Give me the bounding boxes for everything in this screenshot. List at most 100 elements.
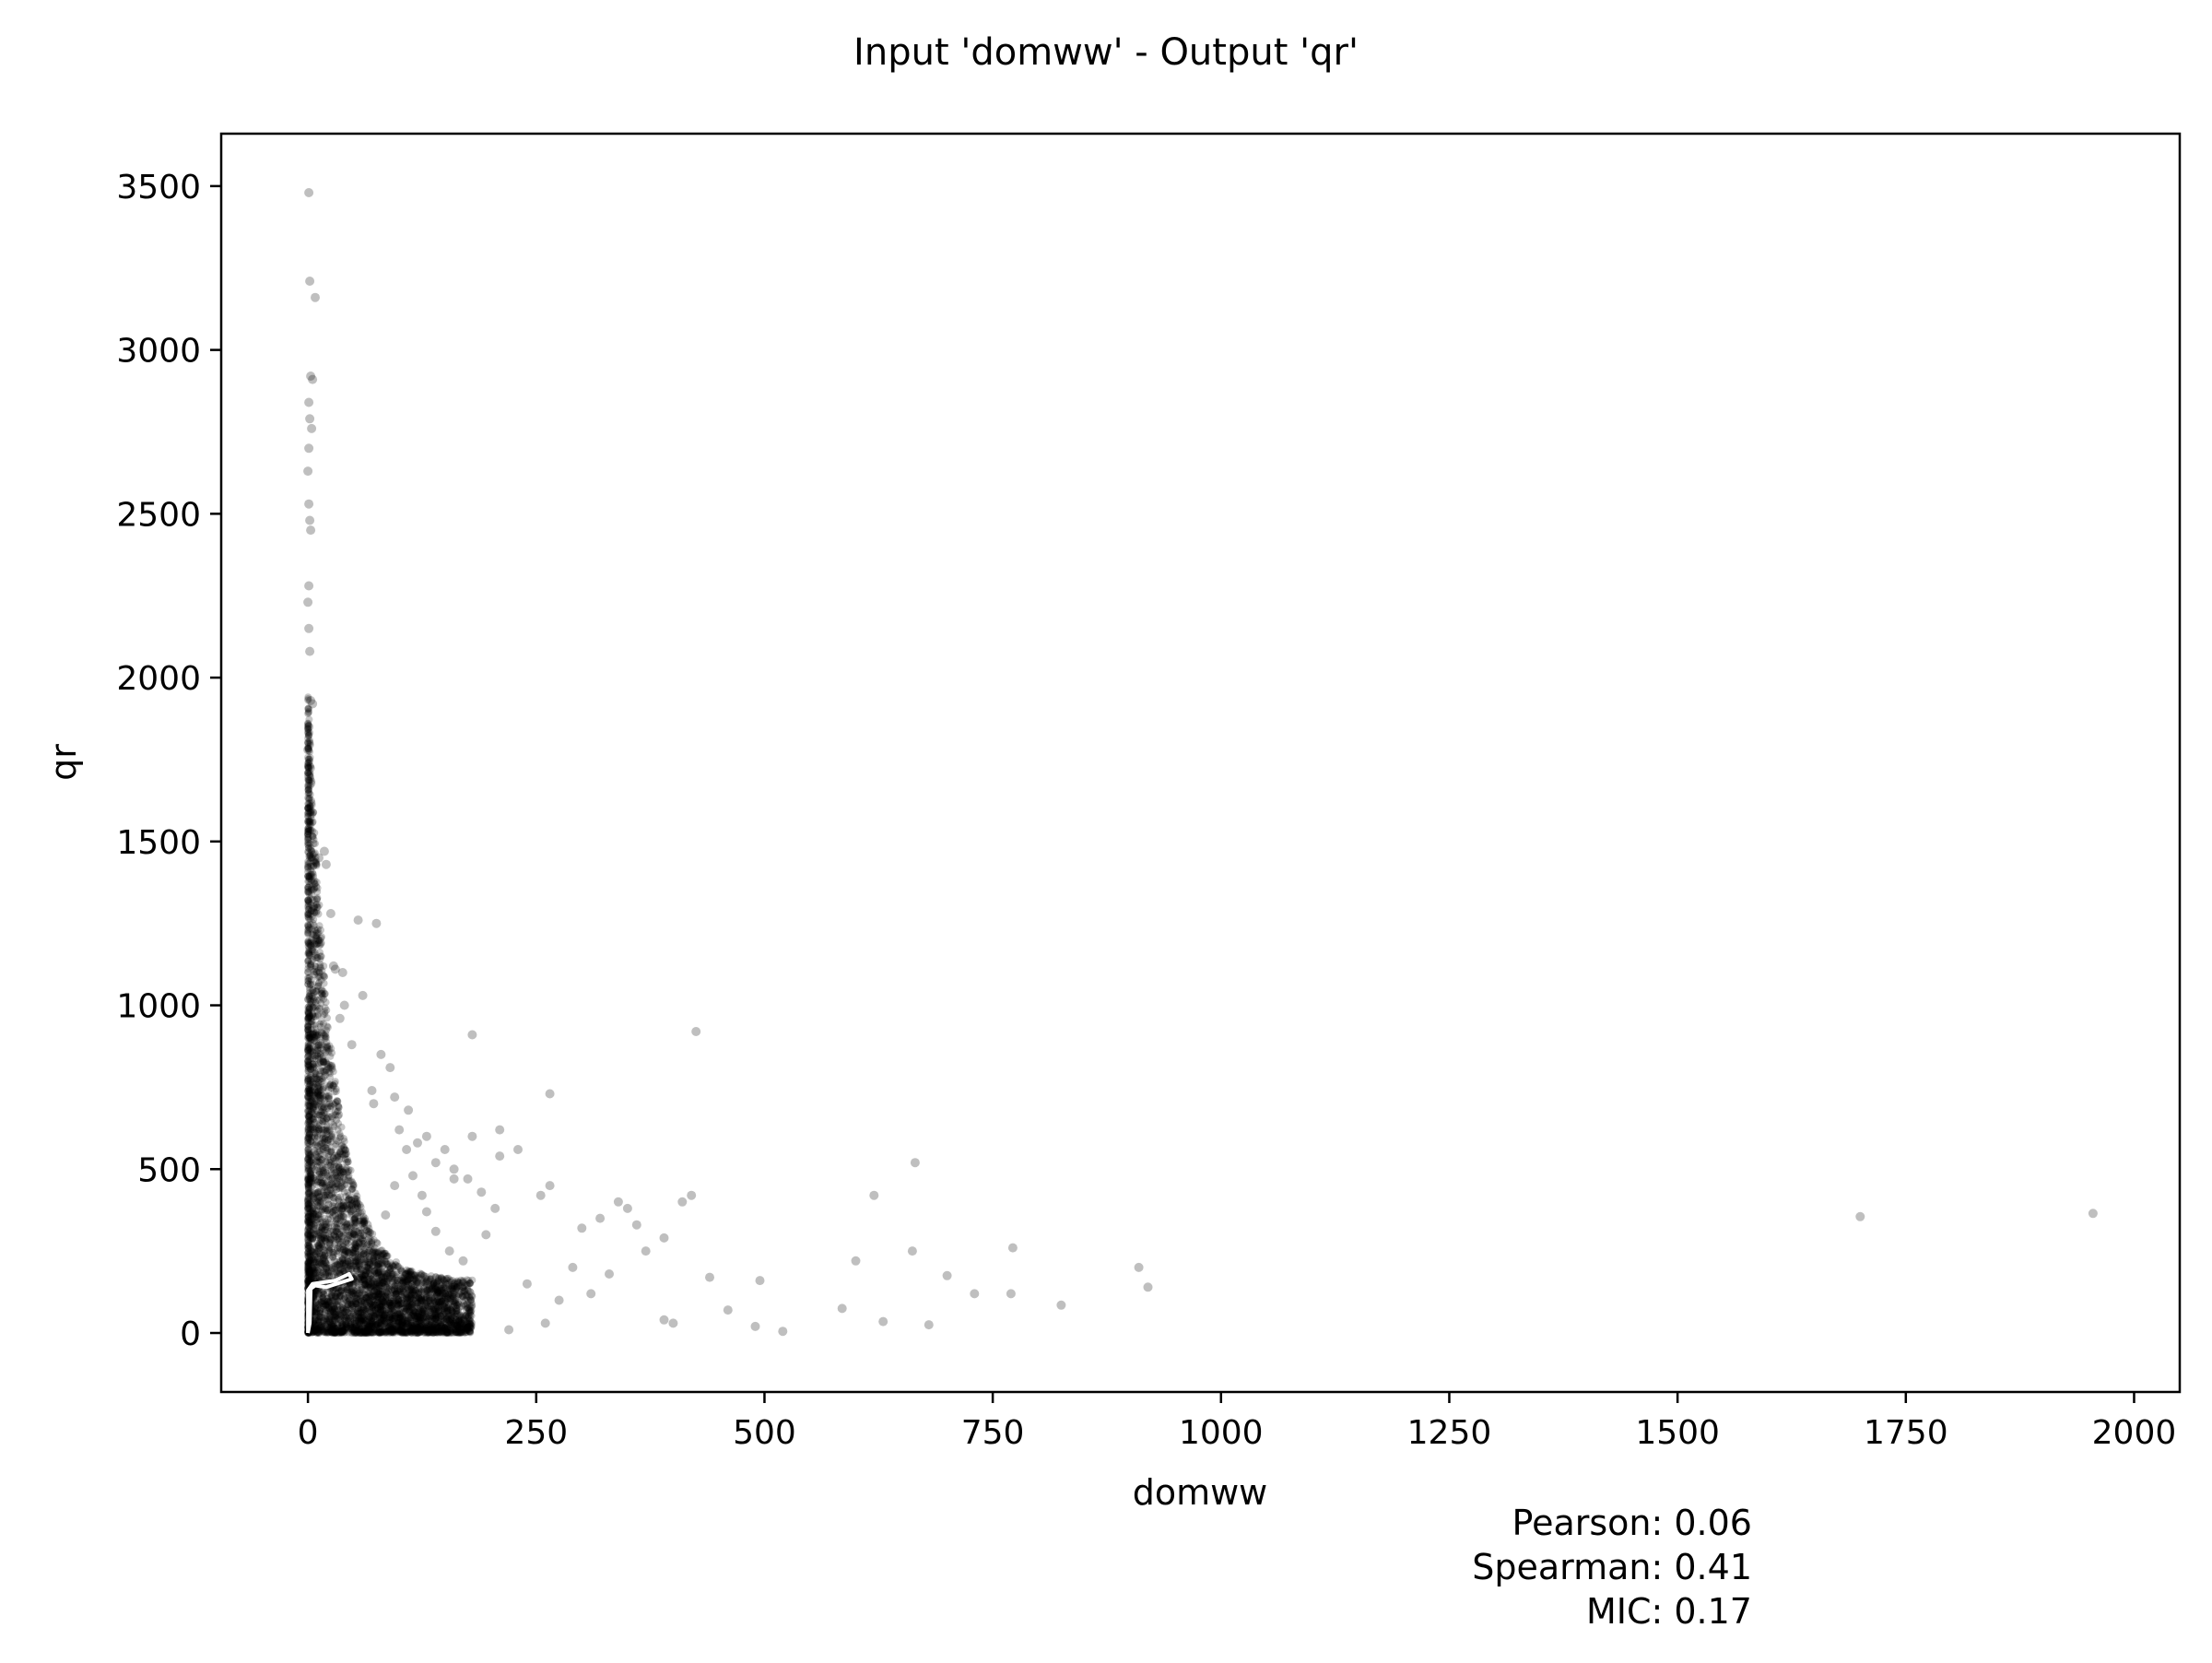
dense-point [307,843,315,852]
dense-point [336,1155,345,1163]
dense-point [393,1314,401,1322]
scatter-point [376,1049,386,1059]
scatter-point [449,1164,459,1174]
dense-point [387,1291,395,1300]
dense-point [315,1059,324,1067]
dense-point [304,887,312,895]
scatter-point [390,1092,400,1103]
dense-point [304,693,312,702]
dense-point [356,1319,363,1327]
dense-point [395,1327,404,1336]
dense-point [384,1285,393,1293]
dense-point [323,1058,331,1067]
dense-point [339,1229,347,1237]
dense-point [459,1319,467,1327]
dense-point [443,1325,451,1332]
dense-point [304,1145,312,1153]
dense-point [330,1308,337,1316]
dense-point [359,1240,368,1247]
dense-point [313,1325,322,1333]
scatter-point [421,1207,431,1217]
dense-point [449,1294,457,1303]
dense-point [431,1293,439,1302]
dense-point [335,1302,343,1310]
dense-point [446,1306,454,1315]
scatter-point [358,990,368,1000]
dense-point [361,1324,370,1332]
dense-point [458,1326,466,1334]
dense-point [438,1298,445,1306]
dense-point [339,1322,347,1330]
scatter-point [705,1272,714,1282]
dense-point [438,1285,446,1293]
scatter-point [513,1145,523,1154]
dense-point [310,1214,318,1222]
dense-point [385,1274,394,1282]
dense-point [306,802,314,809]
dense-point [326,1181,335,1189]
dense-point [325,1315,334,1324]
dense-point [330,1316,338,1325]
dense-point [423,1300,431,1308]
dense-point [375,1326,383,1333]
dense-point [466,1317,475,1326]
dense-point [306,1030,314,1038]
dense-point [334,1151,342,1160]
dense-point [323,1264,331,1272]
dense-point [434,1274,442,1282]
dense-point [418,1270,426,1279]
dense-point [422,1278,430,1286]
dense-point [322,1126,330,1134]
scatter-point [641,1246,651,1256]
dense-point [403,1319,411,1327]
dense-point [371,1244,379,1252]
dense-point [468,1276,477,1284]
dense-point [366,1300,374,1308]
dense-point [332,1292,340,1301]
dense-point [443,1328,452,1337]
dense-point [307,1273,315,1281]
scatter-point [554,1295,564,1305]
dense-point [349,1308,358,1316]
dense-point [465,1322,473,1330]
dense-point [388,1278,396,1286]
dense-point [325,1244,334,1251]
dense-point [327,1321,335,1329]
dense-point [312,1176,320,1185]
dense-point [453,1328,461,1337]
dense-point [310,1255,318,1263]
dense-point [304,719,312,727]
dense-point [313,1032,322,1041]
dense-point [314,1081,323,1090]
dense-point [307,1063,315,1071]
dense-point [461,1287,469,1295]
dense-point [330,1194,338,1202]
dense-point [398,1284,406,1292]
dense-point [337,1145,346,1153]
dense-point [366,1283,374,1291]
dense-point [371,1268,380,1277]
dense-point [334,1327,342,1336]
dense-point [315,1317,324,1326]
scatter-point [304,499,314,509]
dense-point [382,1273,390,1281]
dense-point [322,1144,330,1152]
dense-point [332,1312,340,1320]
dense-point [304,1060,312,1068]
dense-point [429,1294,437,1303]
dense-point [407,1328,416,1337]
dense-point [371,1327,379,1336]
dense-point [321,1032,329,1041]
dense-point [304,1199,312,1208]
dense-point [315,1301,324,1309]
dense-point [410,1271,418,1280]
dense-point [307,961,315,969]
dense-point [305,1115,313,1124]
dense-point [305,1266,313,1274]
dense-point [304,781,312,789]
dense-point [420,1326,429,1334]
scatter-point [304,581,314,591]
dense-point [318,1075,326,1083]
dense-point [365,1234,373,1243]
dense-point [398,1324,406,1332]
